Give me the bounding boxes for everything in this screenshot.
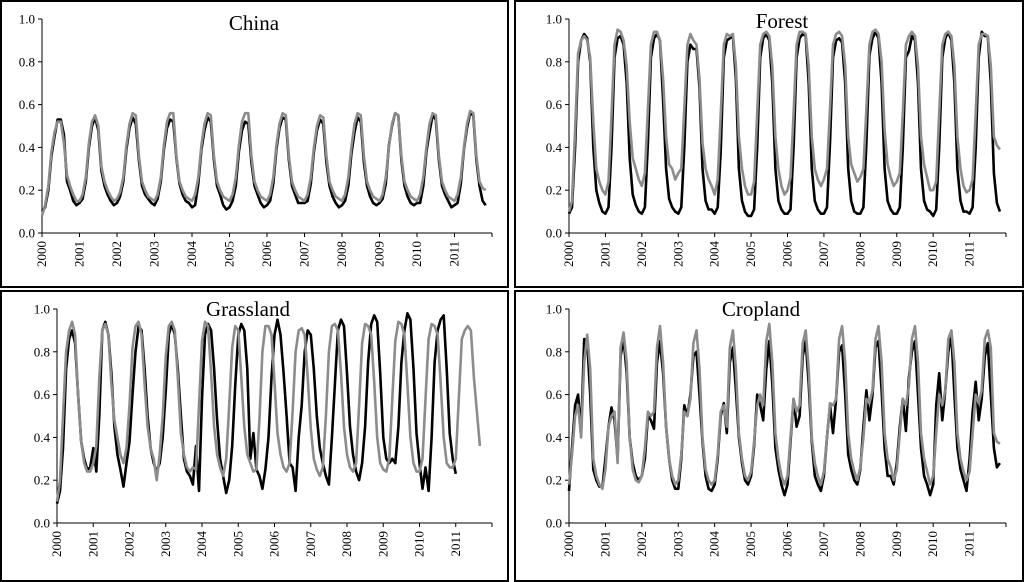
x-tick-label: 2004 xyxy=(707,531,722,558)
y-tick-label: 0.8 xyxy=(34,344,50,359)
chart-panel-cropland: Cropland 0.0 0.2 0.4 0.6 0.8 1.0 2000 2001 2002 20… xyxy=(514,290,1024,582)
y-tick-label: 1.0 xyxy=(546,12,562,27)
x-tick-label: 2007 xyxy=(303,531,318,558)
x-tick-label: 2010 xyxy=(412,531,427,557)
x-tick-label: 2009 xyxy=(889,531,904,557)
x-tick-label: 2007 xyxy=(816,531,831,558)
series-line-gray xyxy=(55,320,482,502)
x-tick-label: 2000 xyxy=(49,531,64,557)
series-line-black xyxy=(567,30,1002,218)
y-tick-label: 0.6 xyxy=(546,387,563,402)
y-tick-label: 0.8 xyxy=(546,344,562,359)
x-tick-label: 2008 xyxy=(334,241,349,267)
x-tick-label: 2008 xyxy=(852,241,867,267)
x-tick-label: 2005 xyxy=(743,241,758,267)
x-tick-label: 2011 xyxy=(447,241,462,267)
chart-svg: Grassland 0.0 0.2 0.4 0.6 0.8 1.0 2000 2001 2002 2… xyxy=(34,297,493,558)
y-tick-label: 0.0 xyxy=(546,516,562,531)
x-tick-label: 2006 xyxy=(259,241,274,268)
x-tick-label: 2007 xyxy=(816,241,831,268)
x-tick-label: 2002 xyxy=(634,241,649,267)
x-tick-label: 2010 xyxy=(925,531,940,557)
x-tick-label: 2006 xyxy=(780,241,795,268)
x-tick-label: 2003 xyxy=(670,241,685,267)
chart-title: China xyxy=(229,11,280,35)
x-tick-label: 2006 xyxy=(780,531,795,558)
x-tick-label: 2011 xyxy=(962,531,977,557)
y-tick-label: 0.8 xyxy=(19,54,35,69)
x-tick-label: 2005 xyxy=(222,241,237,267)
x-tick-label: 2008 xyxy=(852,531,867,557)
x-tick-label: 2011 xyxy=(962,241,977,267)
x-tick-label: 2005 xyxy=(230,531,245,557)
x-tick-label: 2001 xyxy=(72,241,87,267)
y-tick-label: 0.4 xyxy=(19,140,36,155)
x-tick-label: 2000 xyxy=(561,241,576,267)
y-tick-label: 0.6 xyxy=(546,97,563,112)
y-tick-label: 0.2 xyxy=(19,183,35,198)
chart-panel-forest: Forest 0.0 0.2 0.4 0.6 0.8 1.0 2000 2001 2002 2003… xyxy=(514,0,1024,288)
x-tick-label: 2003 xyxy=(158,531,173,557)
x-tick-label: 2002 xyxy=(122,531,137,557)
chart-title: Forest xyxy=(756,9,809,33)
series-line-gray xyxy=(567,28,1001,212)
chart-title: Cropland xyxy=(722,297,801,321)
x-tick-label: 2009 xyxy=(372,241,387,267)
y-tick-label: 0.4 xyxy=(546,430,563,445)
y-tick-label: 0.4 xyxy=(34,430,51,445)
chart-svg: Cropland 0.0 0.2 0.4 0.6 0.8 1.0 2000 2001 2002 20… xyxy=(546,297,1007,558)
y-tick-label: 0.0 xyxy=(546,226,562,241)
y-tick-label: 0.4 xyxy=(546,140,563,155)
x-tick-label: 2002 xyxy=(634,531,649,557)
x-tick-label: 2006 xyxy=(267,531,282,558)
chart-panel-grassland: Grassland 0.0 0.2 0.4 0.6 0.8 1.0 2000 2001 2002 2… xyxy=(0,290,509,582)
y-tick-label: 1.0 xyxy=(19,12,35,27)
series-line-gray xyxy=(40,109,487,217)
series-line-black xyxy=(40,111,487,213)
x-tick-label: 2009 xyxy=(889,241,904,267)
chart-svg: China 0.0 0.2 0.4 0.6 0.8 1.0 2000 2001 2002 2003 2… xyxy=(19,11,493,268)
x-tick-label: 2004 xyxy=(707,241,722,268)
y-tick-label: 1.0 xyxy=(546,302,562,317)
x-tick-label: 2007 xyxy=(297,241,312,268)
y-tick-label: 0.6 xyxy=(34,387,51,402)
x-tick-label: 2000 xyxy=(561,531,576,557)
x-tick-label: 2001 xyxy=(597,531,612,557)
chart-svg: Forest 0.0 0.2 0.4 0.6 0.8 1.0 2000 2001 2002 2003… xyxy=(546,9,1007,268)
x-tick-label: 2000 xyxy=(34,241,49,267)
series-line-gray xyxy=(567,322,1001,491)
x-tick-label: 2005 xyxy=(743,531,758,557)
x-tick-label: 2003 xyxy=(147,241,162,267)
x-tick-label: 2010 xyxy=(925,241,940,267)
x-tick-label: 2001 xyxy=(597,241,612,267)
y-tick-label: 0.0 xyxy=(19,226,35,241)
x-tick-label: 2003 xyxy=(670,531,685,557)
x-tick-label: 2010 xyxy=(409,241,424,267)
x-tick-label: 2004 xyxy=(194,531,209,558)
x-tick-label: 2004 xyxy=(184,241,199,268)
y-tick-label: 0.2 xyxy=(34,473,50,488)
x-tick-label: 2009 xyxy=(375,531,390,557)
y-tick-label: 0.8 xyxy=(546,54,562,69)
x-tick-label: 2002 xyxy=(109,241,124,267)
x-tick-label: 2008 xyxy=(339,531,354,557)
x-tick-label: 2011 xyxy=(448,531,463,557)
y-tick-label: 0.0 xyxy=(34,516,50,531)
chart-title: Grassland xyxy=(206,297,290,321)
x-tick-label: 2001 xyxy=(85,531,100,557)
y-tick-label: 0.2 xyxy=(546,473,562,488)
y-tick-label: 0.2 xyxy=(546,183,562,198)
y-tick-label: 0.6 xyxy=(19,97,36,112)
chart-panel-china: China 0.0 0.2 0.4 0.6 0.8 1.0 2000 2001 2002 2003 2… xyxy=(0,0,509,288)
y-tick-label: 1.0 xyxy=(34,302,50,317)
